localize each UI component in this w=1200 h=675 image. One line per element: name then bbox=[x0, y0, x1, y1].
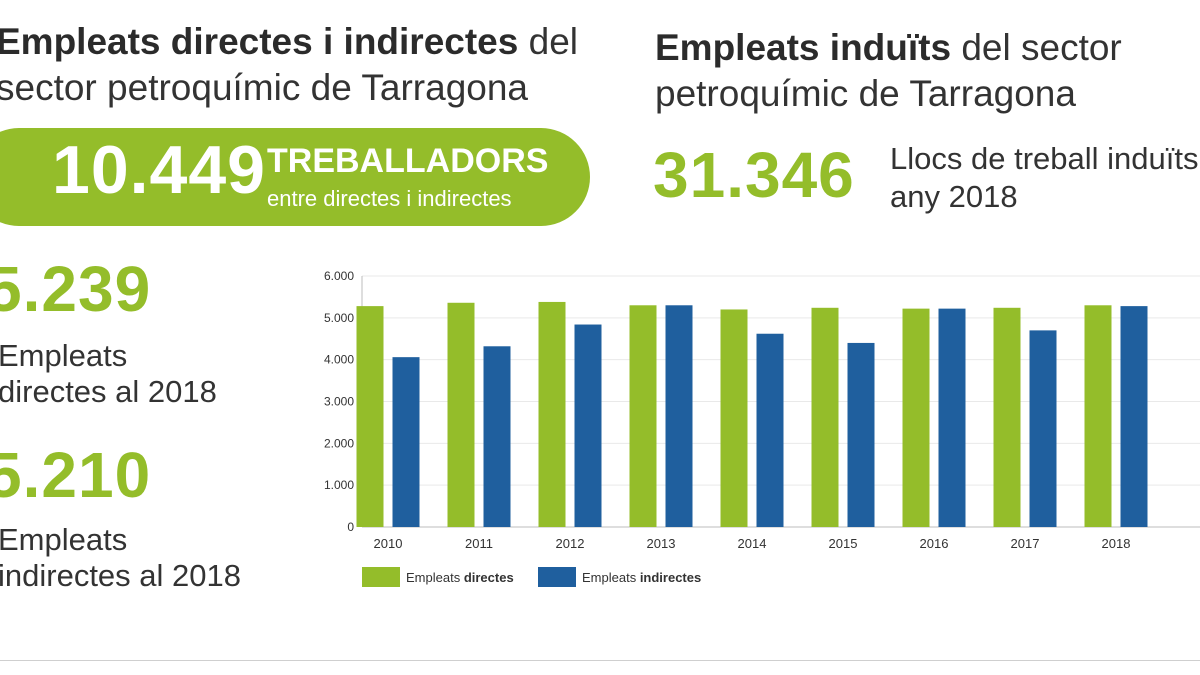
y-tick-label: 0 bbox=[347, 520, 354, 534]
induced-jobs-text-line2: any 2018 bbox=[890, 179, 1018, 214]
legend-swatch bbox=[362, 567, 400, 587]
total-workers-subtitle: entre directes i indirectes bbox=[267, 186, 512, 211]
left-title-line2: sector petroquímic de Tarragona bbox=[0, 67, 529, 108]
bar-directes bbox=[811, 307, 839, 527]
y-tick-label: 3.000 bbox=[324, 395, 354, 409]
legend-label-bold: indirectes bbox=[640, 570, 701, 585]
direct-employees-label: Empleats directes al 2018 bbox=[0, 338, 217, 410]
right-title-bold: Empleats induïts bbox=[655, 27, 952, 68]
bar-directes bbox=[902, 308, 930, 527]
indirect-employees-label-line1: Empleats bbox=[0, 522, 128, 557]
induced-jobs-text-line1: Llocs de treball induïts bbox=[890, 141, 1199, 176]
direct-employees-label-line2: directes al 2018 bbox=[0, 374, 217, 409]
x-tick-label: 2015 bbox=[829, 536, 858, 551]
y-tick-label: 2.000 bbox=[324, 436, 354, 450]
induced-jobs-number: 31.346 bbox=[653, 139, 855, 211]
indirect-employees-label: Empleats indirectes al 2018 bbox=[0, 522, 241, 594]
indirect-employees-label-line2: indirectes al 2018 bbox=[0, 558, 241, 593]
employment-bar-chart: 0 1.000 2.000 3.000 4.000 5.000 6.000 2010 2011 2… bbox=[324, 269, 1200, 587]
bar-indirectes bbox=[756, 333, 784, 527]
bottom-divider bbox=[0, 660, 1200, 661]
x-tick-label: 2018 bbox=[1102, 536, 1131, 551]
bar-directes bbox=[1084, 305, 1112, 527]
left-title: Empleats directes i indirectes del bbox=[0, 20, 578, 64]
bar-indirectes bbox=[483, 346, 511, 527]
y-tick-label: 1.000 bbox=[324, 478, 354, 492]
bar-indirectes bbox=[938, 308, 966, 527]
bar-directes bbox=[720, 309, 748, 527]
legend-label: Empleats directes bbox=[406, 570, 514, 585]
direct-employees-number: 5.239 bbox=[0, 253, 152, 325]
legend-label: Empleats indirectes bbox=[582, 570, 701, 585]
legend-label-prefix: Empleats bbox=[582, 570, 640, 585]
bar-indirectes bbox=[392, 357, 420, 527]
legend-swatch bbox=[538, 567, 576, 587]
bar-directes bbox=[538, 301, 566, 527]
induced-jobs-text: Llocs de treball induïts any 2018 bbox=[890, 140, 1198, 216]
indirect-employees-number: 5.210 bbox=[0, 439, 152, 511]
bar-indirectes bbox=[1029, 330, 1057, 527]
right-title: Empleats induïts del sector bbox=[655, 26, 1122, 70]
total-workers-number: 10.449 bbox=[52, 132, 266, 208]
x-tick-label: 2010 bbox=[374, 536, 403, 551]
total-workers-word: TREBALLADORS bbox=[267, 142, 549, 180]
x-tick-label: 2016 bbox=[920, 536, 949, 551]
bar-directes bbox=[356, 306, 384, 527]
x-tick-label: 2013 bbox=[647, 536, 676, 551]
right-title-line2: petroquímic de Tarragona bbox=[655, 73, 1076, 114]
left-title-rest: del bbox=[518, 21, 578, 62]
y-tick-label: 6.000 bbox=[324, 269, 354, 283]
bar-indirectes bbox=[847, 342, 875, 527]
y-tick-label: 4.000 bbox=[324, 353, 354, 367]
bar-indirectes bbox=[1120, 306, 1148, 527]
legend-label-prefix: Empleats bbox=[406, 570, 464, 585]
legend-label-bold: directes bbox=[464, 570, 514, 585]
x-tick-label: 2017 bbox=[1011, 536, 1040, 551]
y-tick-label: 5.000 bbox=[324, 311, 354, 325]
bar-indirectes bbox=[574, 324, 602, 527]
bar-directes bbox=[447, 302, 475, 527]
bar-directes bbox=[629, 305, 657, 527]
total-workers-pill bbox=[0, 128, 590, 226]
bar-directes bbox=[993, 307, 1021, 527]
x-tick-label: 2014 bbox=[738, 536, 767, 551]
right-title-rest: del sector bbox=[951, 27, 1122, 68]
bar-indirectes bbox=[665, 305, 693, 527]
left-title-bold: Empleats directes i indirectes bbox=[0, 21, 519, 62]
direct-employees-label-line1: Empleats bbox=[0, 338, 128, 373]
x-tick-label: 2011 bbox=[465, 536, 493, 551]
x-tick-label: 2012 bbox=[556, 536, 585, 551]
